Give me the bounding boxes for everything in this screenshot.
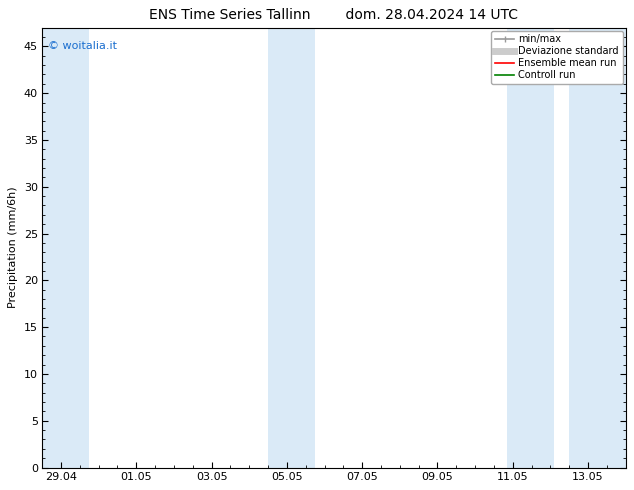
Legend: min/max, Deviazione standard, Ensemble mean run, Controll run: min/max, Deviazione standard, Ensemble m… <box>491 30 623 84</box>
Bar <box>507 27 554 467</box>
Text: © woitalia.it: © woitalia.it <box>48 41 117 51</box>
Bar <box>42 27 89 467</box>
Title: ENS Time Series Tallinn        dom. 28.04.2024 14 UTC: ENS Time Series Tallinn dom. 28.04.2024 … <box>150 8 519 23</box>
Y-axis label: Precipitation (mm/6h): Precipitation (mm/6h) <box>8 187 18 308</box>
Bar <box>569 27 626 467</box>
Bar <box>268 27 315 467</box>
